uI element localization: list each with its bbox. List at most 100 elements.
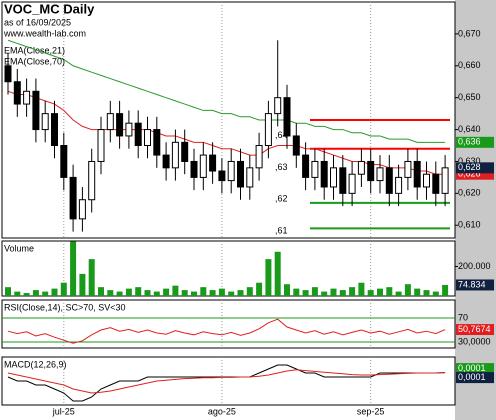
candle-body [441, 167, 449, 194]
badge-label: 74.834 [458, 279, 486, 289]
volume-bar [218, 288, 225, 296]
candle-body [134, 122, 142, 147]
x-tick-label: ago-25 [208, 406, 236, 416]
candle-body [311, 160, 319, 178]
volume-bar [60, 282, 67, 296]
volume-bar [293, 288, 300, 296]
value-badge [456, 372, 494, 384]
candle-body [292, 135, 300, 156]
volume-bar [5, 287, 11, 296]
pane-title: RSI(Close,14), SC>70, SV<30 [4, 302, 126, 312]
volume-bar [88, 259, 95, 296]
volume-bar [246, 287, 253, 296]
candle-body [404, 160, 412, 178]
volume-bar [153, 291, 160, 296]
value-badge [456, 324, 494, 336]
level-label: ,62 [275, 194, 288, 204]
volume-bar [98, 287, 104, 296]
y-tick-label: 0,610 [458, 220, 481, 230]
volume-bar [14, 291, 21, 296]
candle-body [190, 160, 198, 178]
volume-bar [404, 284, 411, 296]
candle-body [283, 97, 291, 137]
candle-body [367, 160, 375, 182]
candle-body [423, 173, 430, 188]
candle-body [51, 113, 58, 147]
legend-entry: EMA(Close,70) [4, 56, 65, 66]
volume-bar [144, 290, 151, 296]
volume-bar [125, 288, 132, 296]
candle-body [32, 90, 40, 131]
volume-bar [191, 291, 197, 296]
y-tick-label: 200.000 [458, 261, 491, 271]
pane-title: Volume [4, 243, 34, 253]
volume-bar [265, 259, 272, 296]
y-tick-label: 0,670 [458, 28, 481, 38]
y-tick-label: 0,660 [458, 60, 481, 70]
volume-bar [200, 287, 207, 296]
pane-frame [1, 356, 456, 406]
value-badge [456, 168, 494, 180]
candle-body [116, 113, 124, 137]
macd-line [7, 369, 446, 394]
candle-body [274, 97, 282, 115]
level-label: ,63 [275, 162, 288, 172]
volume-bar [311, 287, 318, 296]
volume-bar [395, 291, 402, 296]
candle-body [432, 173, 440, 194]
volume-bar [163, 288, 170, 296]
volume-bar [386, 287, 393, 296]
candle-body [199, 154, 207, 178]
candle-body [69, 176, 77, 220]
candle-body [181, 141, 189, 162]
volume-bar [414, 288, 421, 296]
ema-line [7, 39, 446, 143]
volume-bar [70, 241, 77, 296]
rsi-line [7, 318, 446, 344]
pane-title: MACD(12,26,9) [4, 359, 67, 369]
volume-bar [51, 288, 58, 296]
candle-body [78, 199, 86, 220]
candle-body [209, 154, 217, 172]
candle-body [97, 129, 105, 162]
volume-bar [79, 273, 86, 296]
volume-bar [377, 288, 383, 296]
value-badge [456, 136, 494, 148]
badge-label: 0,636 [458, 137, 481, 147]
chart-title: VOC_MC Daily [4, 1, 95, 16]
candle-body [227, 160, 235, 182]
volume-bar [423, 290, 430, 296]
candle-body [302, 154, 310, 178]
badge-label: 0,626 [458, 169, 481, 179]
value-badge [456, 162, 494, 174]
candle-body [60, 145, 68, 178]
volume-bar [116, 291, 123, 296]
value-badge [456, 279, 494, 291]
candle-body [13, 81, 21, 105]
volume-bar [330, 288, 337, 296]
y-tick-label: 0,640 [458, 124, 481, 134]
volume-bar [349, 287, 356, 296]
candle-body [144, 129, 151, 147]
volume-bar [181, 290, 188, 296]
pane-frame [1, 1, 456, 239]
volume-bar [442, 284, 449, 296]
candle-body [395, 176, 403, 194]
candle-body [171, 141, 179, 169]
candle-body [41, 113, 49, 131]
volume-bar [274, 251, 281, 296]
volume-bar [172, 285, 179, 296]
badge-label: 0,0001 [458, 363, 486, 373]
candle-body [237, 160, 244, 188]
badge-label: 0,0001 [458, 372, 486, 382]
level-label: ,61 [275, 226, 288, 236]
volume-bar [339, 290, 346, 296]
candle-body [255, 145, 263, 169]
volume-bar [284, 284, 290, 296]
volume-bar [23, 293, 30, 296]
volume-bar [432, 291, 439, 296]
candle-body [4, 65, 12, 83]
pane-frame [1, 299, 456, 349]
volume-bar [209, 290, 216, 296]
